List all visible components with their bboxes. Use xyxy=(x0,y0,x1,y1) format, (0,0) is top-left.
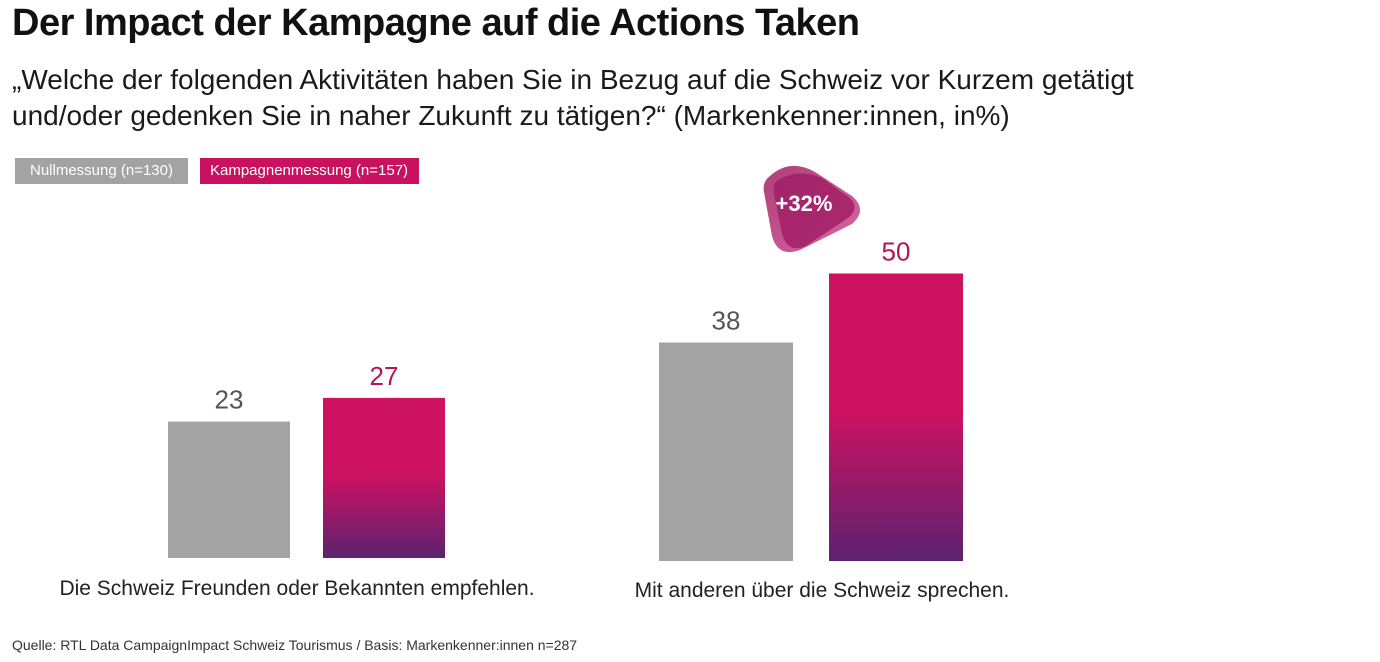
data-label-nullmessung-1: 23 xyxy=(215,385,244,415)
bar-nullmessung-1 xyxy=(168,421,290,558)
legend-item-kampagnenmessung: Kampagnenmessung (n=157) xyxy=(200,158,420,184)
category-label-1: Die Schweiz Freunden oder Bekannten empf… xyxy=(59,577,534,600)
badge-text: +32% xyxy=(776,191,833,216)
badge-shape-front xyxy=(773,173,855,249)
data-label-kampagnenmessung-1: 27 xyxy=(370,361,399,391)
category-label-2: Mit anderen über die Schweiz sprechen. xyxy=(635,579,1010,602)
bar-chart: 23 27 Die Schweiz Freunden oder Bekannten … xyxy=(59,165,1010,602)
data-label-nullmessung-2: 38 xyxy=(712,306,741,336)
bar-nullmessung-2 xyxy=(659,342,793,561)
bar-kampagnenmessung-1 xyxy=(323,397,445,558)
bar-kampagnenmessung-2 xyxy=(829,273,963,561)
legend-item-nullmessung: Nullmessung (n=130) xyxy=(15,158,188,184)
data-label-kampagnenmessung-2: 50 xyxy=(882,237,911,267)
legend: Nullmessung (n=130) Kampagnenmessung (n=… xyxy=(15,158,420,184)
source-note: Quelle: RTL Data CampaignImpact Schweiz … xyxy=(12,637,578,653)
chart-subtitle: „Welche der folgenden Aktivitäten haben … xyxy=(12,64,1134,131)
change-badge: +32% xyxy=(763,165,860,253)
chart-title: Der Impact der Kampagne auf die Actions … xyxy=(12,2,860,44)
